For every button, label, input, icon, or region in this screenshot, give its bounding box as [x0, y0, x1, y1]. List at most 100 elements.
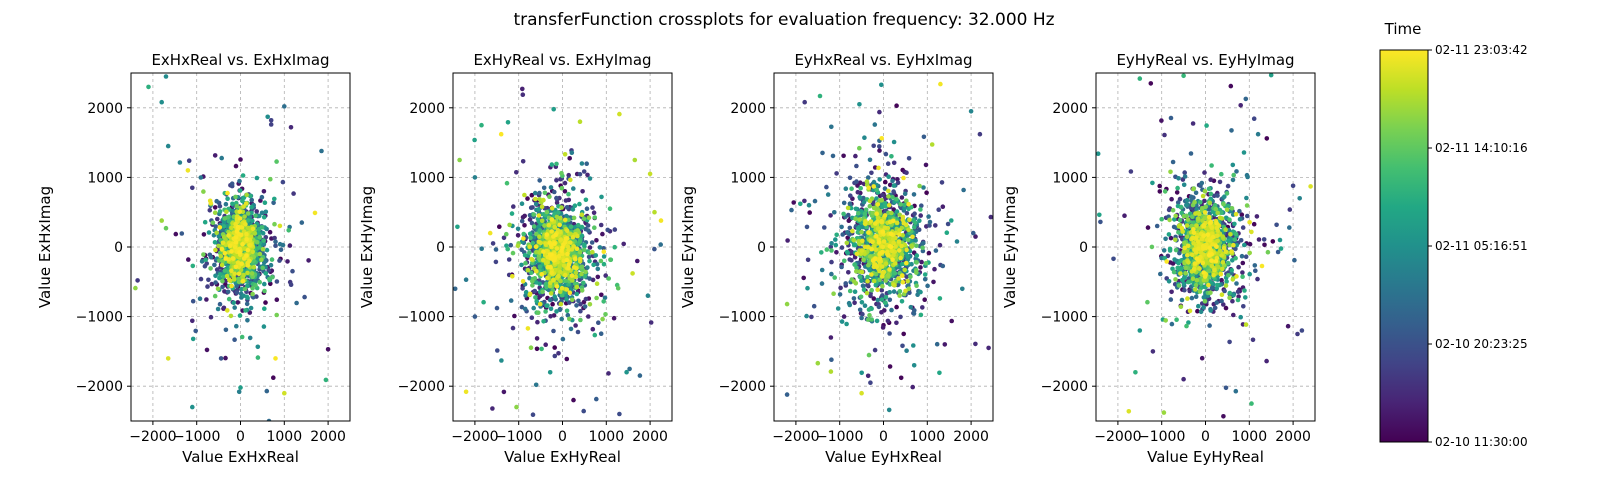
scatter-point — [922, 297, 927, 303]
scatter-point — [926, 250, 932, 256]
scatter-point — [221, 224, 227, 229]
scatter-point — [515, 243, 521, 249]
scatter-point — [879, 264, 885, 269]
scatter-point — [887, 267, 892, 272]
y-tick-label: 0 — [114, 240, 123, 256]
scatter-point — [601, 261, 607, 267]
scatter-point — [843, 186, 849, 191]
x-tick-label: 2000 — [310, 429, 346, 445]
scatter-point — [263, 300, 268, 305]
scatter-panel-exhx: −2000−1000 0 1000 2000−2000−1000010002000Ex… — [36, 51, 351, 466]
scatter-point — [857, 274, 863, 280]
scatter-point — [216, 258, 222, 263]
scatter-point — [594, 396, 599, 402]
scatter-point — [809, 314, 814, 320]
scatter-point — [567, 300, 572, 305]
scatter-point — [253, 213, 258, 219]
scatter-point — [501, 235, 507, 241]
scatter-point — [227, 278, 233, 284]
scatter-point — [263, 271, 269, 276]
scatter-point — [872, 221, 878, 226]
scatter-point — [886, 188, 891, 194]
scatter-point — [554, 200, 560, 206]
scatter-point — [927, 219, 933, 225]
scatter-point — [173, 231, 179, 237]
scatter-point — [847, 257, 852, 262]
scatter-point — [892, 270, 898, 276]
scatter-point — [245, 263, 251, 268]
y-tick-label: −2000 — [398, 379, 445, 395]
scatter-point — [828, 369, 834, 374]
scatter-point — [590, 249, 595, 255]
scatter-point — [857, 241, 862, 247]
scatter-point — [219, 155, 224, 161]
scatter-point — [1264, 358, 1269, 364]
scatter-point — [266, 268, 272, 273]
scatter-point — [852, 300, 857, 306]
scatter-point — [236, 389, 242, 395]
scatter-point — [859, 370, 864, 376]
scatter-point — [249, 197, 254, 203]
scatter-point — [592, 215, 598, 220]
scatter-point — [931, 279, 936, 285]
scatter-point — [784, 392, 790, 397]
scatter-point — [911, 311, 917, 316]
scatter-point — [842, 258, 847, 264]
scatter-point — [547, 236, 553, 241]
y-tick-label: 2000 — [409, 101, 445, 117]
scatter-point — [165, 356, 171, 361]
scatter-point — [252, 231, 257, 236]
scatter-point — [245, 318, 250, 323]
scatter-point — [569, 273, 575, 278]
scatter-point — [876, 165, 881, 171]
scatter-point — [924, 190, 929, 195]
scatter-point — [547, 370, 553, 375]
scatter-point — [603, 273, 608, 278]
scatter-point — [259, 210, 265, 216]
scatter-point — [1145, 225, 1151, 230]
scatter-point — [312, 210, 318, 216]
scatter-point — [262, 288, 267, 294]
y-tick-label: 0 — [436, 240, 445, 256]
scatter-point — [861, 287, 867, 293]
scatter-point — [910, 234, 915, 240]
scatter-point — [273, 239, 278, 244]
scatter-point — [585, 265, 590, 270]
scatter-point — [581, 280, 586, 286]
scatter-point — [237, 209, 243, 214]
scatter-point — [867, 312, 872, 318]
scatter-point — [911, 343, 916, 348]
x-axis-label: Value ExHyReal — [504, 448, 621, 466]
scatter-point — [163, 74, 169, 79]
scatter-point — [929, 142, 935, 147]
scatter-point — [1208, 177, 1213, 182]
scatter-point — [1174, 190, 1180, 195]
x-tick-label: 0 — [236, 429, 245, 445]
scatter-point — [552, 345, 557, 350]
scatter-point — [819, 250, 824, 255]
scatter-point — [1270, 239, 1276, 244]
scatter-point — [811, 303, 817, 309]
scatter-point — [907, 217, 912, 223]
scatter-point — [238, 385, 243, 390]
scatter-point — [554, 178, 559, 183]
scatter-point — [239, 286, 244, 292]
scatter-point — [901, 331, 906, 337]
scatter-point — [237, 216, 243, 221]
scatter-point — [879, 136, 884, 141]
scatter-point — [601, 249, 607, 254]
scatter-point — [536, 310, 541, 316]
scatter-point — [824, 247, 830, 252]
scatter-point — [817, 93, 823, 99]
scatter-point — [558, 229, 563, 235]
scatter-point — [560, 336, 566, 342]
scatter-point — [254, 209, 259, 214]
scatter-point — [569, 150, 575, 155]
scatter-point — [288, 125, 294, 130]
scatter-point — [859, 229, 864, 235]
scatter-point — [512, 313, 517, 319]
scatter-point — [1157, 189, 1163, 194]
scatter-point — [208, 266, 213, 271]
scatter-point — [867, 198, 873, 204]
scatter-point — [871, 278, 877, 284]
